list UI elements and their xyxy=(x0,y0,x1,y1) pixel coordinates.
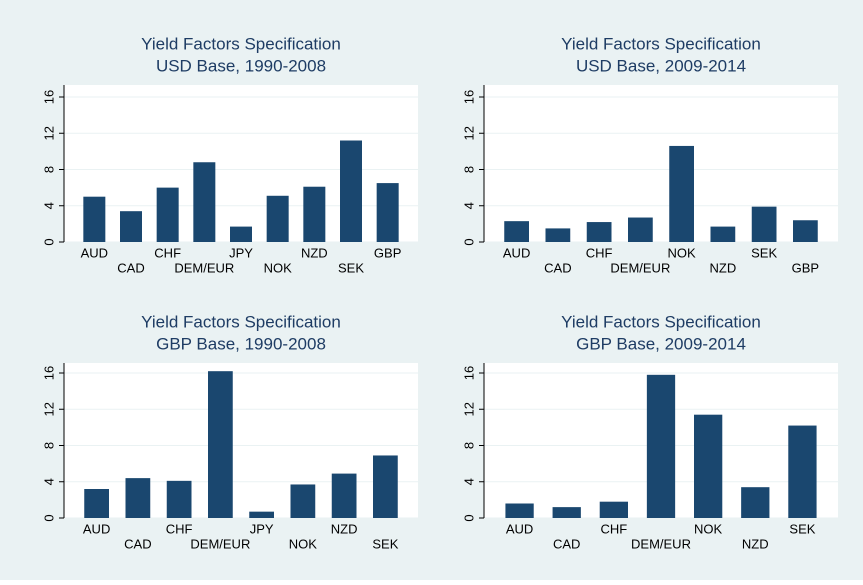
plot-area xyxy=(64,363,418,518)
bar xyxy=(156,187,179,242)
x-tick-label: NOK xyxy=(289,536,318,551)
bar xyxy=(290,484,316,518)
bar xyxy=(628,217,653,242)
y-tick-label: 12 xyxy=(461,402,476,416)
x-tick-label: JPY xyxy=(229,245,253,260)
y-tick-label: 0 xyxy=(41,238,56,245)
y-tick-label: 0 xyxy=(461,514,476,521)
chart-subtitle: GBP Base, 1990-2008 xyxy=(156,334,326,353)
y-tick-label: 12 xyxy=(41,126,56,140)
bar xyxy=(505,503,534,518)
plot-area xyxy=(64,85,418,242)
x-tick-label: AUD xyxy=(83,521,110,536)
x-tick-label: AUD xyxy=(506,521,533,536)
x-tick-label: CAD xyxy=(544,260,571,275)
x-tick-label: GBP xyxy=(374,245,401,260)
y-tick-label: 8 xyxy=(41,442,56,449)
x-tick-label: JPY xyxy=(250,521,274,536)
bar xyxy=(84,489,109,518)
bar xyxy=(331,473,357,518)
bar xyxy=(751,206,777,242)
chart-title: Yield Factors Specification xyxy=(141,312,341,331)
bar xyxy=(599,501,628,518)
x-tick-label: NZD xyxy=(710,260,737,275)
x-tick-label: SEK xyxy=(789,521,815,536)
bar xyxy=(741,487,770,518)
chart-subtitle: USD Base, 1990-2008 xyxy=(156,56,326,75)
y-tick-label: 8 xyxy=(461,442,476,449)
bar xyxy=(545,228,571,242)
y-tick-label: 8 xyxy=(41,166,56,173)
bar xyxy=(788,425,817,518)
x-tick-label: NOK xyxy=(694,521,723,536)
y-tick-label: 4 xyxy=(41,478,56,485)
bar xyxy=(208,371,233,518)
y-tick-label: 12 xyxy=(461,126,476,140)
y-tick-label: 4 xyxy=(461,478,476,485)
bar xyxy=(166,480,192,518)
y-tick-label: 16 xyxy=(461,366,476,380)
chart-title: Yield Factors Specification xyxy=(561,34,761,53)
x-tick-label: CAD xyxy=(553,536,580,551)
bar xyxy=(710,226,736,242)
bar xyxy=(83,196,106,242)
bar xyxy=(125,478,151,518)
x-tick-label: DEM/EUR xyxy=(610,260,670,275)
bar xyxy=(303,186,326,242)
bar xyxy=(669,145,694,242)
x-tick-label: SEK xyxy=(751,245,777,260)
bar xyxy=(340,140,362,242)
y-tick-label: 16 xyxy=(461,90,476,104)
chart-title: Yield Factors Specification xyxy=(141,34,341,53)
chart-subtitle: USD Base, 2009-2014 xyxy=(576,56,746,75)
bar xyxy=(249,511,274,518)
y-tick-label: 0 xyxy=(41,514,56,521)
bar xyxy=(230,226,252,242)
y-tick-label: 4 xyxy=(41,202,56,209)
bar xyxy=(694,414,723,518)
bar xyxy=(120,211,142,242)
x-tick-label: NOK xyxy=(264,260,293,275)
bar xyxy=(376,183,399,242)
bar xyxy=(266,195,289,242)
y-tick-label: 4 xyxy=(461,202,476,209)
y-tick-label: 8 xyxy=(461,166,476,173)
x-tick-label: CAD xyxy=(117,260,144,275)
x-tick-label: DEM/EUR xyxy=(190,536,250,551)
chart-subtitle: GBP Base, 2009-2014 xyxy=(576,334,746,353)
bar xyxy=(646,374,676,518)
y-tick-label: 0 xyxy=(461,238,476,245)
chart-title: Yield Factors Specification xyxy=(561,312,761,331)
bar xyxy=(552,507,581,518)
y-tick-label: 16 xyxy=(41,90,56,104)
x-tick-label: AUD xyxy=(81,245,108,260)
x-tick-label: NZD xyxy=(331,521,358,536)
x-tick-label: CAD xyxy=(124,536,151,551)
x-tick-label: SEK xyxy=(372,536,398,551)
bar xyxy=(586,222,612,242)
x-tick-label: SEK xyxy=(338,260,364,275)
x-tick-label: CHF xyxy=(166,521,193,536)
y-tick-label: 16 xyxy=(41,366,56,380)
plot-area xyxy=(484,85,838,242)
x-tick-label: CHF xyxy=(154,245,181,260)
x-tick-label: CHF xyxy=(586,245,613,260)
x-tick-label: NZD xyxy=(301,245,328,260)
bar xyxy=(793,220,818,242)
bar xyxy=(373,455,398,518)
bar xyxy=(193,162,216,242)
x-tick-label: CHF xyxy=(600,521,627,536)
y-tick-label: 12 xyxy=(41,402,56,416)
x-tick-label: GBP xyxy=(792,260,819,275)
x-tick-label: NOK xyxy=(668,245,697,260)
bar xyxy=(504,221,529,242)
x-tick-label: DEM/EUR xyxy=(631,536,691,551)
x-tick-label: DEM/EUR xyxy=(174,260,234,275)
x-tick-label: AUD xyxy=(503,245,530,260)
x-tick-label: NZD xyxy=(742,536,769,551)
